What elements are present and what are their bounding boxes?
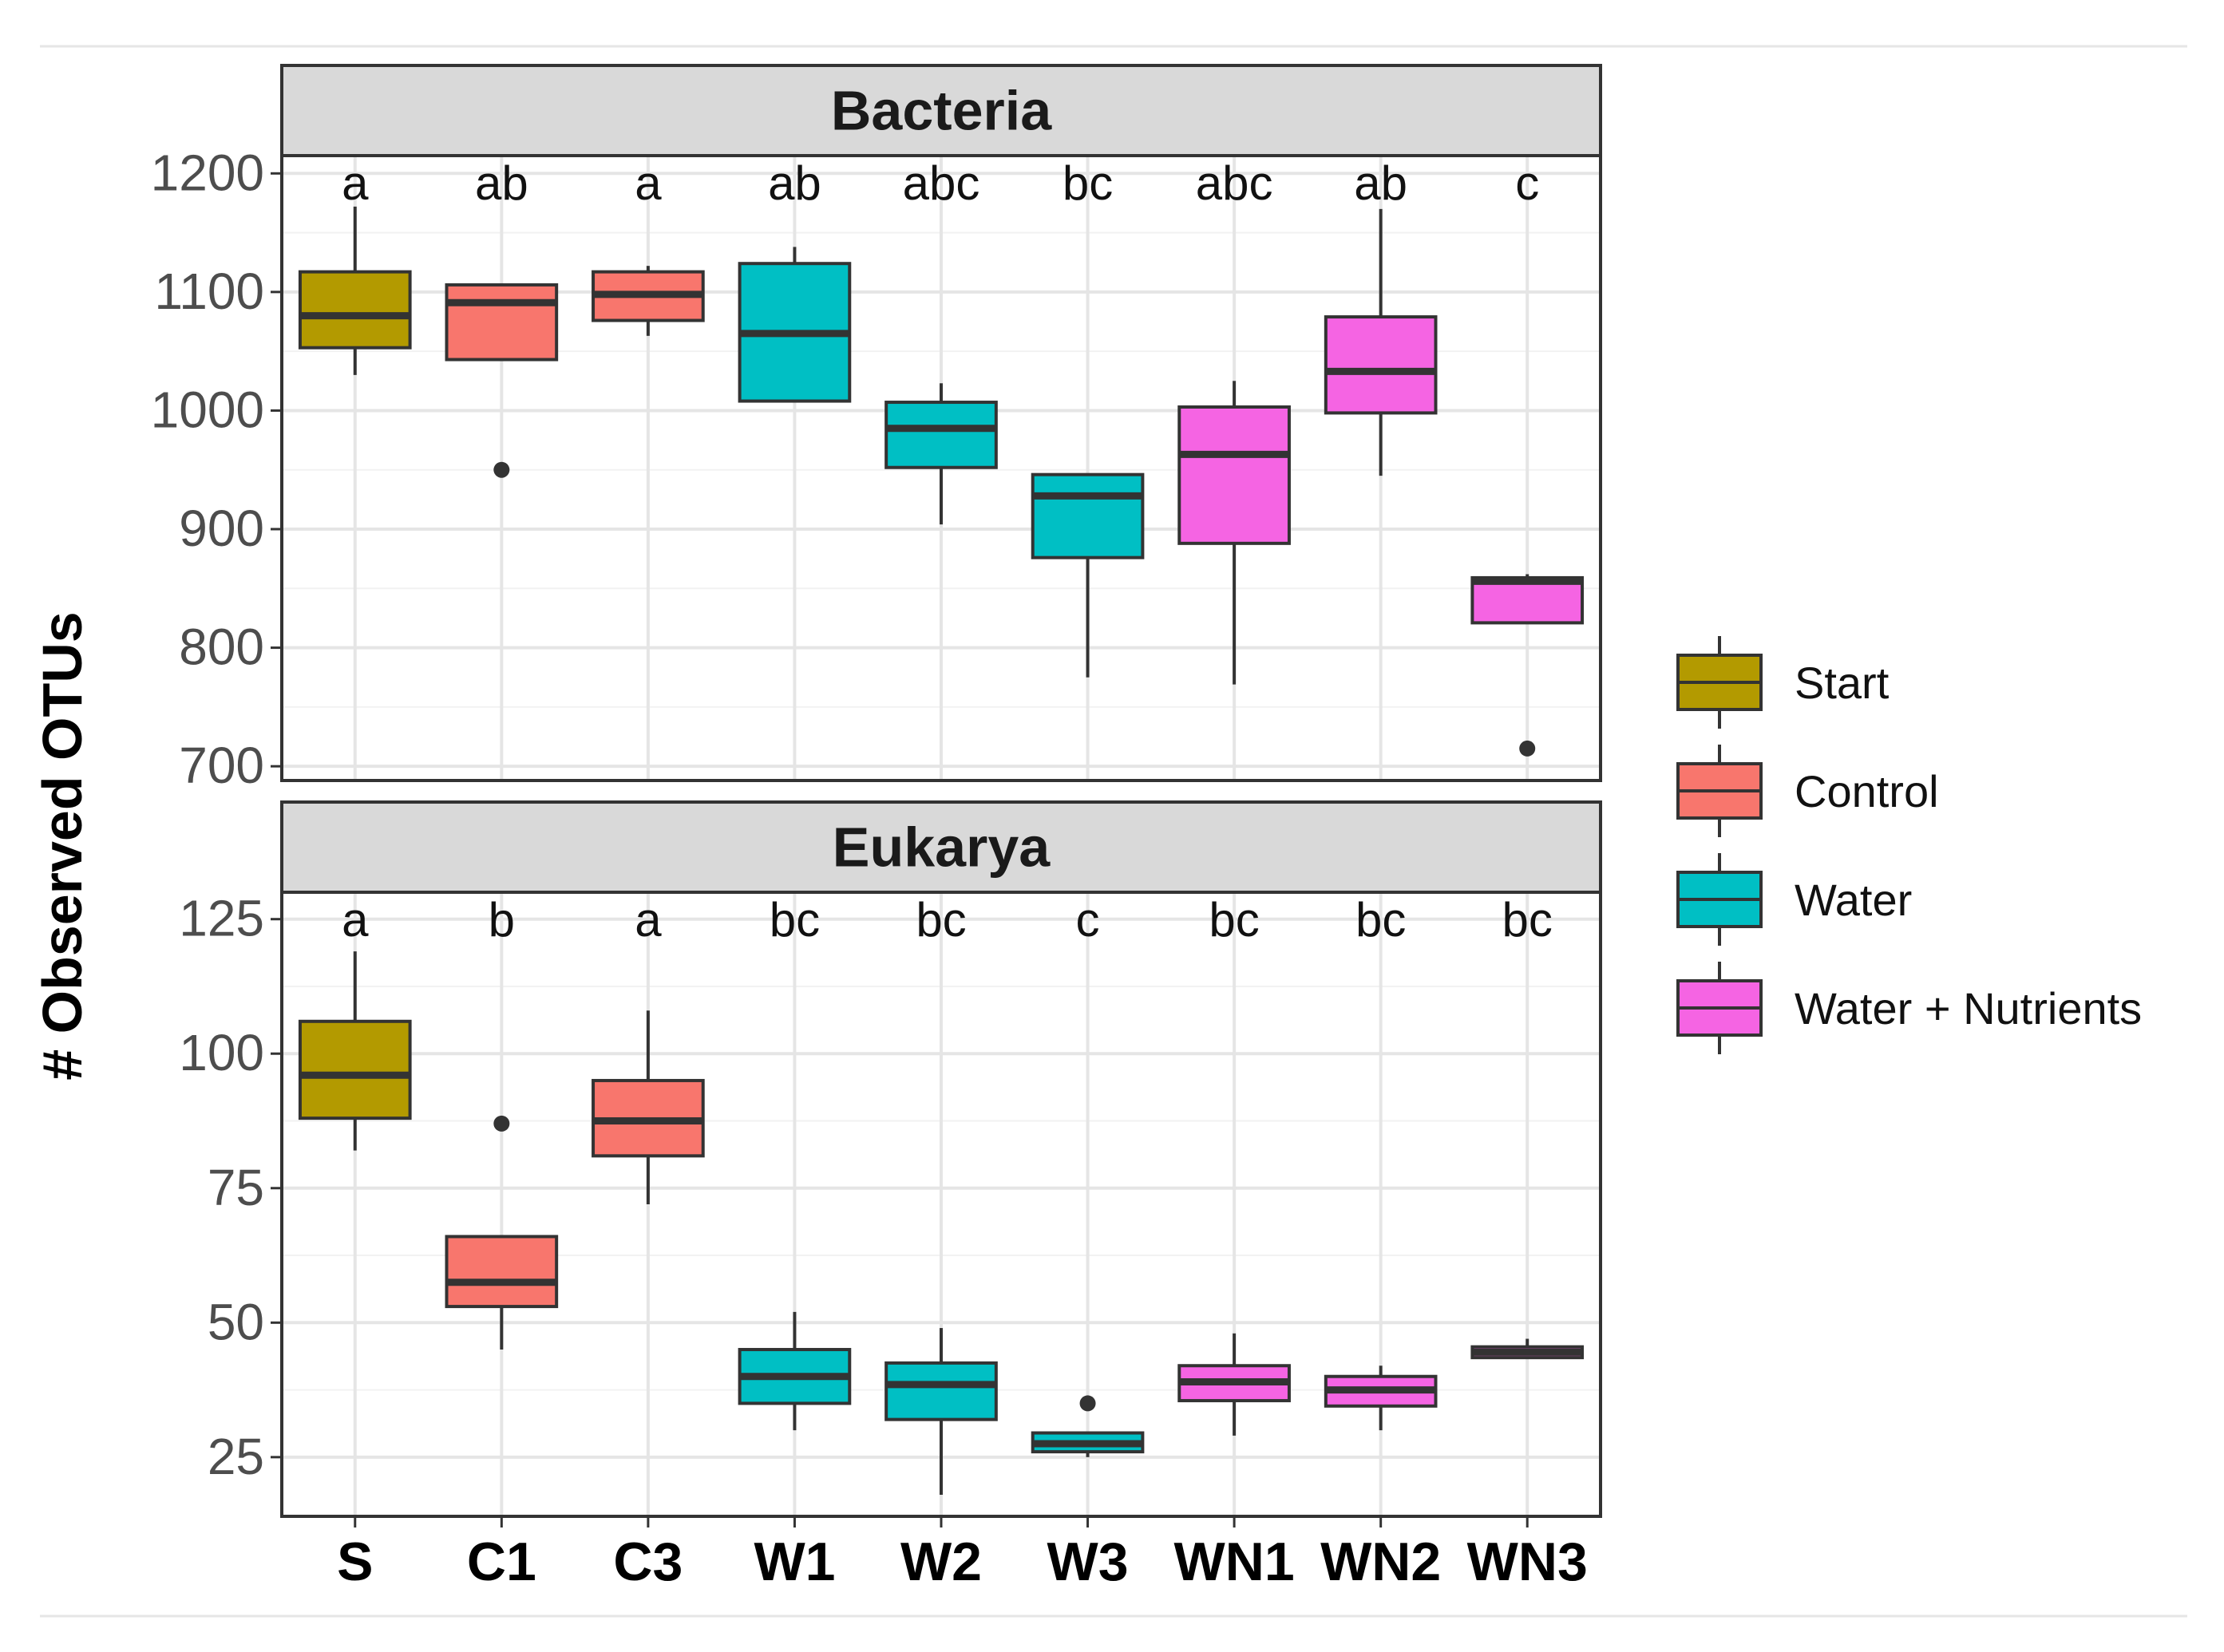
box-w3 [1031,1395,1145,1457]
significance-letter: ab [1354,156,1407,210]
significance-letter: bc [1355,893,1406,947]
box-c3 [592,266,705,336]
box-w1 [738,1311,852,1431]
x-axis: S C1 C3 W1 W2 W3 WN1 WN2 WN3 [337,1516,1588,1592]
outlier-point [493,1115,510,1132]
box-s [298,206,412,375]
x-tick-label: S [337,1531,373,1592]
legend-label: Water + Nutrients [1795,983,2142,1033]
significance-letter: bc [770,893,820,947]
box-iqr [884,1361,998,1421]
box-wn1 [1177,1333,1291,1436]
facet-title: Bacteria [831,80,1052,142]
x-tick-label: C3 [613,1531,683,1592]
significance-letter: a [635,893,662,947]
y-tick-label: 1000 [151,381,264,438]
legend-item-control: Control [1676,745,1939,837]
significance-letter: bc [1209,893,1259,947]
box-wn3 [1470,1338,1585,1360]
significance-letter: abc [1196,156,1273,210]
x-tick-label: WN3 [1467,1531,1588,1592]
legend-item-water: Water [1676,853,1912,946]
x-tick-label: WN1 [1174,1531,1295,1592]
box-iqr [445,283,559,362]
legend-label: Water [1795,875,1912,925]
box-wn1 [1177,381,1291,685]
box-iqr [298,1019,412,1120]
significance-letter: a [342,893,369,947]
significance-letter: a [635,156,662,210]
y-tick-label: 1100 [154,263,264,320]
box-iqr [445,1235,559,1309]
x-tick-label: C1 [467,1531,536,1592]
y-tick-label: 125 [179,890,264,947]
significance-letter: bc [916,893,966,947]
box-iqr [298,270,412,350]
y-tick-label: 700 [179,737,264,794]
significance-letter: c [1076,893,1100,947]
y-tick-label: 25 [208,1428,264,1485]
facet-title: Eukarya [833,816,1051,879]
significance-letter: b [489,893,515,947]
legend: Start Control Water Water + Nutrients [1676,636,2142,1054]
y-axis-label: # Observed OTUs [31,611,93,1080]
y-tick-label: 50 [208,1293,264,1350]
x-tick-label: W3 [1047,1531,1129,1592]
box-wn2 [1324,1365,1438,1431]
box-iqr [884,401,998,469]
box-w1 [738,247,852,403]
outlier-point [1519,740,1536,757]
box-iqr [1324,315,1438,415]
legend-label: Control [1795,766,1939,816]
box-c3 [592,1010,705,1204]
significance-letter: c [1515,156,1539,210]
significance-letter: abc [903,156,980,210]
x-tick-label: W1 [754,1531,835,1592]
significance-letter: ab [768,156,821,210]
box-c1 [445,1115,559,1350]
y-tick-label: 900 [179,500,264,557]
box-wn2 [1324,208,1438,476]
box-s [298,951,412,1151]
y-tick-label: 800 [179,619,264,676]
y-tick-label: 1200 [151,144,264,201]
x-tick-label: WN2 [1320,1531,1441,1592]
box-wn3 [1470,574,1585,757]
legend-item-water-nutrients: Water + Nutrients [1676,962,2142,1054]
box-w2 [884,1328,998,1496]
facet-strip [280,800,1602,894]
box-iqr [1177,405,1291,545]
panel-border [280,154,1602,782]
legend-label: Start [1795,658,1890,708]
panel-eukarya: Eukarya 25 50 75 100 125 a b a bc bc c bc bc bc [179,800,1602,1518]
significance-letter: ab [475,156,528,210]
box-w2 [884,383,998,525]
x-tick-label: W2 [900,1531,982,1592]
significance-letter: bc [1063,156,1113,210]
facet-strip [280,64,1602,157]
significance-letter: bc [1502,893,1553,947]
y-tick-label: 75 [208,1159,264,1216]
box-c1 [445,283,559,478]
box-iqr [1470,575,1585,625]
significance-letter: a [342,156,369,210]
outlier-point [493,461,510,478]
legend-item-start: Start [1676,636,1890,729]
outlier-point [1079,1395,1096,1412]
box-iqr [1031,472,1145,559]
box-w3 [1031,472,1145,678]
y-tick-label: 100 [179,1024,264,1081]
